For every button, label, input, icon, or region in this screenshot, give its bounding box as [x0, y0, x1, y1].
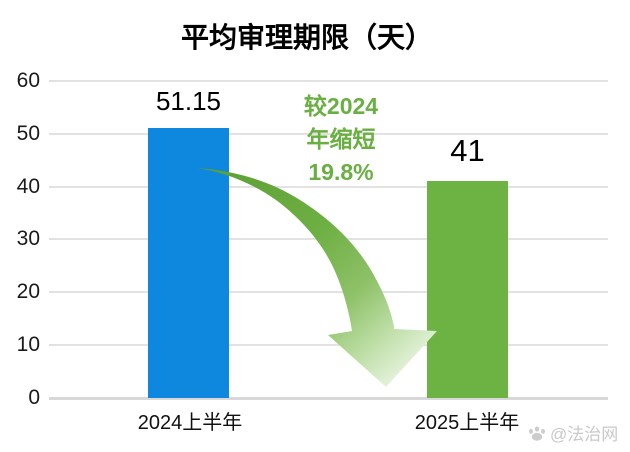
value-label-2024: 51.15 — [155, 86, 222, 116]
bar-2024 — [148, 128, 229, 398]
gridline-50 — [49, 133, 608, 135]
chart-title: 平均审理期限（天） — [180, 22, 433, 53]
y-tick-30: 30 — [16, 227, 40, 250]
annotation-line-1: 较2024 — [303, 93, 379, 119]
watermark: @法治网 — [527, 420, 618, 445]
y-tick-60: 60 — [16, 69, 40, 92]
annotation-text: 较2024 年缩短 19.8% — [259, 90, 423, 189]
y-tick-0: 0 — [28, 386, 40, 409]
annotation-line-3: 19.8% — [308, 159, 374, 185]
y-tick-50: 50 — [16, 122, 40, 145]
bar-2025 — [427, 181, 508, 398]
annotation-line-2: 年缩短 — [306, 126, 376, 152]
gridline-10 — [49, 344, 608, 346]
watermark-text: @法治网 — [550, 425, 619, 444]
gridline-20 — [49, 291, 608, 293]
value-label-2025: 41 — [450, 133, 485, 168]
y-tick-10: 10 — [16, 333, 40, 356]
y-tick-20: 20 — [16, 280, 40, 303]
x-axis-line — [49, 397, 608, 400]
category-label-2024: 2024上半年 — [137, 412, 243, 434]
gridline-60 — [49, 80, 608, 82]
paw-icon — [528, 426, 546, 441]
y-tick-40: 40 — [16, 175, 40, 198]
category-label-2025: 2025上半年 — [414, 412, 520, 434]
gridline-30 — [49, 238, 608, 240]
